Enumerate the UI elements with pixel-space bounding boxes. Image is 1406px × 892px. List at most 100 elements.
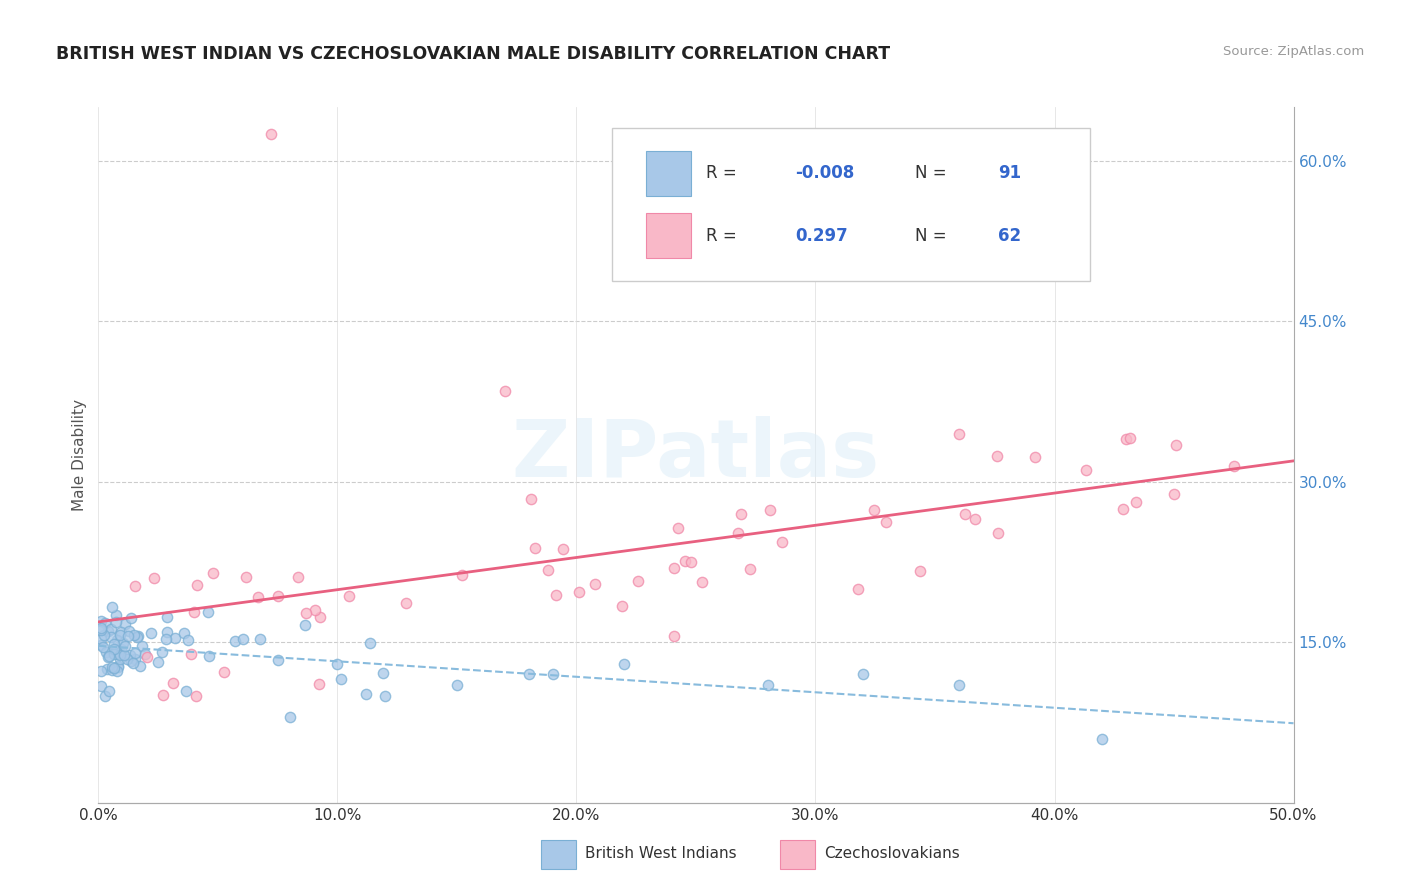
Point xyxy=(681,555,703,569)
Point xyxy=(235,570,257,584)
Point xyxy=(875,515,897,529)
Point xyxy=(104,615,127,629)
Point xyxy=(108,628,131,642)
Point xyxy=(124,646,146,660)
Y-axis label: Male Disability: Male Disability xyxy=(72,399,87,511)
Point xyxy=(94,615,117,630)
Point xyxy=(122,628,145,642)
Point xyxy=(294,618,316,632)
Text: BRITISH WEST INDIAN VS CZECHOSLOVAKIAN MALE DISABILITY CORRELATION CHART: BRITISH WEST INDIAN VS CZECHOSLOVAKIAN M… xyxy=(56,45,890,62)
Point xyxy=(104,645,127,659)
Point xyxy=(294,606,316,620)
Point xyxy=(135,650,157,665)
Point xyxy=(124,579,146,593)
Point xyxy=(90,638,112,652)
Point xyxy=(546,588,568,602)
Point xyxy=(863,503,886,517)
Point xyxy=(756,678,779,692)
Point xyxy=(100,630,122,644)
Point xyxy=(948,678,970,692)
Point xyxy=(249,632,271,646)
Point xyxy=(180,647,202,661)
Point xyxy=(266,653,288,667)
Point xyxy=(134,647,156,661)
Point xyxy=(97,650,120,665)
Point xyxy=(612,599,634,613)
Text: ZIPatlas: ZIPatlas xyxy=(512,416,880,494)
Point xyxy=(359,635,381,649)
Point xyxy=(198,649,221,664)
Point xyxy=(986,449,1008,463)
Point xyxy=(627,574,650,589)
Text: British West Indians: British West Indians xyxy=(585,847,737,861)
Text: -0.008: -0.008 xyxy=(796,164,855,182)
Point xyxy=(1164,438,1187,452)
Point xyxy=(494,384,516,398)
Point xyxy=(541,667,564,681)
Point xyxy=(120,611,142,625)
FancyBboxPatch shape xyxy=(613,128,1091,281)
Point xyxy=(103,648,125,662)
Point xyxy=(395,596,418,610)
Point xyxy=(143,571,166,585)
Point xyxy=(770,534,793,549)
Point xyxy=(107,659,129,673)
Point xyxy=(662,560,685,574)
Point xyxy=(759,502,782,516)
Point xyxy=(948,426,970,441)
Point xyxy=(96,662,118,676)
Point xyxy=(186,689,208,703)
Point xyxy=(105,664,128,678)
Point xyxy=(451,568,474,582)
Point xyxy=(103,642,125,657)
Point xyxy=(201,566,224,580)
Point xyxy=(114,617,136,632)
Point xyxy=(1119,431,1142,445)
Point xyxy=(124,652,146,666)
Point xyxy=(93,628,115,642)
FancyBboxPatch shape xyxy=(645,151,692,195)
Point xyxy=(224,634,246,648)
Point xyxy=(98,649,121,664)
Point xyxy=(520,491,543,506)
Point xyxy=(446,678,468,692)
Text: N =: N = xyxy=(915,227,952,244)
Text: R =: R = xyxy=(706,164,741,182)
Point xyxy=(117,629,139,643)
Point xyxy=(90,679,112,693)
Point xyxy=(337,589,360,603)
Point xyxy=(103,637,125,651)
Point xyxy=(156,609,179,624)
Point xyxy=(108,651,131,665)
Point xyxy=(91,640,114,654)
FancyBboxPatch shape xyxy=(645,213,692,259)
Point xyxy=(90,664,112,678)
Point xyxy=(1091,731,1114,746)
Text: Source: ZipAtlas.com: Source: ZipAtlas.com xyxy=(1223,45,1364,58)
Point xyxy=(110,625,132,640)
Point xyxy=(114,639,136,653)
Text: 91: 91 xyxy=(998,164,1021,182)
Point xyxy=(692,575,714,590)
Point xyxy=(156,625,179,640)
Point xyxy=(287,570,309,584)
Point xyxy=(112,648,135,663)
Point xyxy=(105,633,128,648)
Point xyxy=(852,667,875,681)
Point xyxy=(117,652,139,666)
Point xyxy=(127,630,149,644)
Text: N =: N = xyxy=(915,164,952,182)
Point xyxy=(107,647,129,661)
Point xyxy=(173,625,195,640)
Text: R =: R = xyxy=(706,227,741,244)
Point xyxy=(107,659,129,673)
Point xyxy=(727,526,749,541)
Point xyxy=(120,654,142,668)
Point xyxy=(1163,487,1185,501)
Point xyxy=(232,632,254,646)
Point xyxy=(908,565,931,579)
Point xyxy=(373,665,395,680)
Point xyxy=(150,645,173,659)
Point xyxy=(662,629,685,643)
Point xyxy=(1112,501,1135,516)
